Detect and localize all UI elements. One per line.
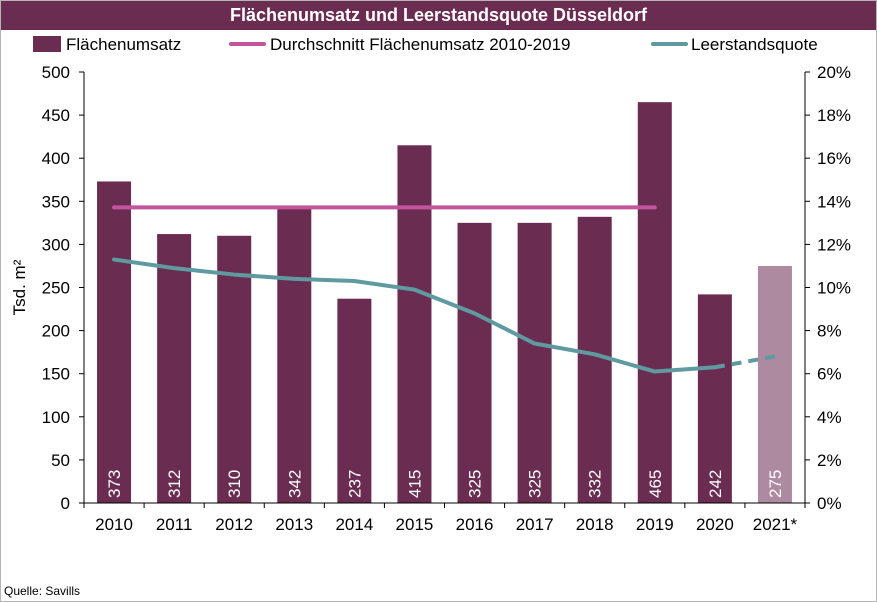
y2-tick-label: 18% <box>817 106 851 125</box>
y2-tick-label: 20% <box>817 63 851 82</box>
y2-tick-label: 8% <box>817 322 842 341</box>
bars: 373 312 310 342 237 415 325 325 332 465 242 275 <box>97 102 792 504</box>
bar-value-label: 465 <box>646 470 665 498</box>
bar-2015 <box>397 145 432 503</box>
bar-2020 <box>697 294 732 503</box>
bar-value-label: 415 <box>405 470 424 498</box>
bar-value-label: 332 <box>586 470 605 498</box>
lines <box>112 205 776 374</box>
y-tick-label: 200 <box>42 322 70 341</box>
x-tick-label: 2015 <box>396 515 434 534</box>
y2-tick-label: 14% <box>817 192 851 211</box>
y-tick-label: 150 <box>42 365 70 384</box>
y2-tick-label: 4% <box>817 408 842 427</box>
chart-title: Flächenumsatz und Leerstandsquote Düssel… <box>1 1 876 30</box>
bar-2017 <box>517 222 552 503</box>
bar-2018 <box>577 216 612 504</box>
x-axis: 2010 2011 2012 2013 2014 2015 2016 2017 2018 2019… <box>83 502 806 534</box>
bar-2010 <box>97 181 132 503</box>
x-tick-label: 2020 <box>696 515 734 534</box>
source-note: Quelle: Savills <box>4 584 81 598</box>
x-tick-label: 2014 <box>335 515 373 534</box>
y2-tick-label: 10% <box>817 279 851 298</box>
x-tick-label: 2019 <box>636 515 674 534</box>
bar-2016 <box>457 222 492 503</box>
y-tick-label: 450 <box>42 106 70 125</box>
bar-value-label: 325 <box>466 470 485 498</box>
bar-2011 <box>157 234 192 503</box>
legend-label: Flächenumsatz <box>66 35 181 54</box>
legend-label: Leerstandsquote <box>691 35 818 54</box>
x-tick-label: 2017 <box>516 515 554 534</box>
y-tick-label: 300 <box>42 235 70 254</box>
y2-tick-label: 16% <box>817 149 851 168</box>
y2-tick-label: 12% <box>817 235 851 254</box>
x-tick-label: 2021* <box>753 515 798 534</box>
bar-2014 <box>337 298 372 503</box>
y-tick-label: 250 <box>42 279 70 298</box>
y-tick-label: 350 <box>42 192 70 211</box>
bar-value-label: 310 <box>225 470 244 498</box>
bar-value-label: 325 <box>526 470 545 498</box>
bar-2013 <box>277 208 312 504</box>
bar-2012 <box>217 235 252 503</box>
y-tick-label: 100 <box>42 408 70 427</box>
bar-value-label: 237 <box>345 470 364 498</box>
y-tick-label: 400 <box>42 149 70 168</box>
x-tick-label: 2013 <box>275 515 313 534</box>
y2-tick-label: 2% <box>817 451 842 470</box>
x-tick-label: 2010 <box>95 515 133 534</box>
y-axis-left: 0 50 100 150 200 250 300 350 400 450 500 Tsd. m² <box>10 63 85 513</box>
x-tick-label: 2011 <box>156 515 193 534</box>
y2-tick-label: 6% <box>817 365 842 384</box>
x-tick-label: 2012 <box>215 515 253 534</box>
x-tick-label: 2016 <box>456 515 494 534</box>
y-tick-label: 500 <box>42 63 70 82</box>
y-axis-right: 0% 2% 4% 6% 8% 10% 12% 14% 16% 18% 20% <box>804 63 851 513</box>
bar-value-label: 312 <box>165 470 184 498</box>
bar-value-label: 242 <box>706 470 725 498</box>
x-tick-label: 2018 <box>576 515 614 534</box>
legend-label: Durchschnitt Flächenumsatz 2010-2019 <box>270 35 571 54</box>
bar-value-label: 275 <box>766 470 785 498</box>
bar-2021* <box>757 265 792 503</box>
bar-value-label: 342 <box>285 470 304 498</box>
y-tick-label: 50 <box>51 451 70 470</box>
bar-value-label: 373 <box>105 470 124 498</box>
y2-tick-label: 0% <box>817 494 842 513</box>
legend-swatch-bar <box>33 36 61 52</box>
bar-2019 <box>637 102 672 504</box>
y-axis-title: Tsd. m² <box>10 259 29 315</box>
y-tick-label: 0 <box>61 494 70 513</box>
legend: Flächenumsatz Durchschnitt Flächenumsatz … <box>33 35 818 54</box>
